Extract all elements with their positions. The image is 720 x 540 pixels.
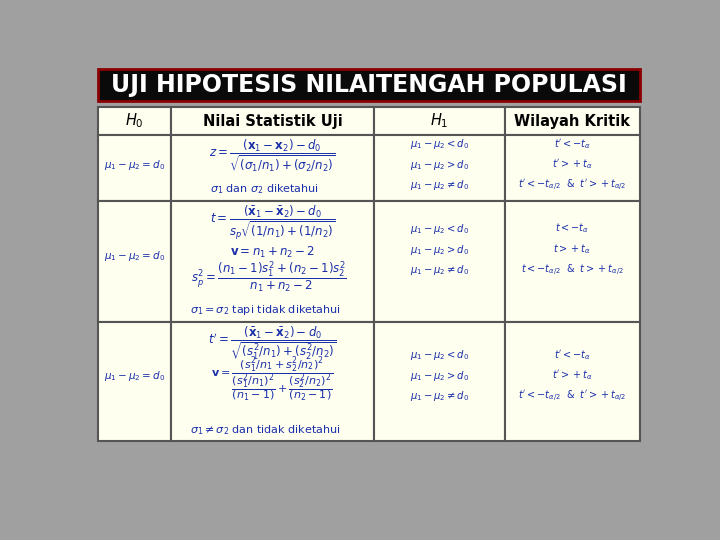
Text: $t < -t_{\alpha}$
$t > +t_{\alpha}$
$t < -t_{\alpha/2}$  &  $t > +t_{\alpha/2}$: $t < -t_{\alpha}$ $t > +t_{\alpha}$ $t <… — [521, 221, 624, 278]
Text: $H_1$: $H_1$ — [431, 112, 449, 130]
Bar — [98, 69, 640, 101]
Text: $s_p^2 = \dfrac{(n_1-1)s_1^2 + (n_2-1)s_2^2}{n_1 + n_2 - 2}$: $s_p^2 = \dfrac{(n_1-1)s_1^2 + (n_2-1)s_… — [191, 259, 347, 294]
Text: $\mu_1 - \mu_2 < d_0$
$\mu_1 - \mu_2 > d_0$
$\mu_1 - \mu_2 \neq d_0$: $\mu_1 - \mu_2 < d_0$ $\mu_1 - \mu_2 > d… — [410, 348, 469, 403]
Bar — [374, 322, 505, 441]
Text: $\sigma_1 \neq \sigma_2$ dan tidak diketahui: $\sigma_1 \neq \sigma_2$ dan tidak diket… — [190, 423, 340, 437]
Text: Wilayah Kritik: Wilayah Kritik — [514, 113, 631, 129]
Bar — [374, 201, 505, 322]
Text: $z = \dfrac{(\mathbf{x}_1 - \mathbf{x}_2) - d_0}{\sqrt{(\sigma_1/n_1) + (\sigma_: $z = \dfrac{(\mathbf{x}_1 - \mathbf{x}_2… — [210, 138, 336, 174]
Bar — [374, 135, 505, 201]
Text: $\mu_1 - \mu_2 = d_0$: $\mu_1 - \mu_2 = d_0$ — [104, 158, 165, 172]
Text: UJI HIPOTESIS NILAITENGAH POPULASI: UJI HIPOTESIS NILAITENGAH POPULASI — [111, 73, 627, 97]
Text: $\mu_1 - \mu_2 = d_0$: $\mu_1 - \mu_2 = d_0$ — [104, 248, 165, 262]
Bar — [505, 322, 640, 441]
Bar — [171, 322, 374, 441]
Bar — [98, 107, 171, 135]
Bar — [505, 107, 640, 135]
Bar — [98, 201, 171, 322]
Text: $\mu_1 - \mu_2 = d_0$: $\mu_1 - \mu_2 = d_0$ — [104, 369, 165, 383]
Bar — [505, 135, 640, 201]
Bar — [505, 201, 640, 322]
Text: $t' < -t_{\alpha}$
$t' > +t_{\alpha}$
$t' < -t_{\alpha/2}$  &  $t' > +t_{\alpha/: $t' < -t_{\alpha}$ $t' > +t_{\alpha}$ $t… — [518, 348, 626, 403]
Text: $\sigma_1$ dan $\sigma_2$ diketahui: $\sigma_1$ dan $\sigma_2$ diketahui — [210, 183, 320, 196]
Text: $\mathbf{v} = \dfrac{(s_1^2/n_1 + s_2^2/n_2)^2}{\dfrac{(s_1^2/n_1)^2}{(n_1-1)} +: $\mathbf{v} = \dfrac{(s_1^2/n_1 + s_2^2/… — [211, 355, 334, 404]
Text: $\sigma_1 = \sigma_2$ tapi tidak diketahui: $\sigma_1 = \sigma_2$ tapi tidak diketah… — [189, 303, 341, 317]
Text: $t' = \dfrac{(\bar{\mathbf{x}}_1 - \bar{\mathbf{x}}_2) - d_0}{\sqrt{(s_1^2/n_1) : $t' = \dfrac{(\bar{\mathbf{x}}_1 - \bar{… — [208, 324, 337, 361]
Bar — [374, 107, 505, 135]
Bar — [98, 322, 171, 441]
Bar — [171, 135, 374, 201]
Bar — [171, 107, 374, 135]
Text: Nilai Statistik Uji: Nilai Statistik Uji — [203, 113, 343, 129]
Bar — [171, 201, 374, 322]
Bar — [98, 135, 171, 201]
Text: $t = \dfrac{(\bar{\mathbf{x}}_1 - \bar{\mathbf{x}}_2) - d_0}{s_p\sqrt{(1/n_1) + : $t = \dfrac{(\bar{\mathbf{x}}_1 - \bar{\… — [210, 204, 336, 242]
Text: $\mu_1 - \mu_2 < d_0$
$\mu_1 - \mu_2 > d_0$
$\mu_1 - \mu_2 \neq d_0$: $\mu_1 - \mu_2 < d_0$ $\mu_1 - \mu_2 > d… — [410, 222, 469, 277]
Text: $H_0$: $H_0$ — [125, 112, 144, 130]
Text: $t' < -t_{\alpha}$
$t' > +t_{\alpha}$
$t' < -t_{\alpha/2}$  &  $t' > +t_{\alpha/: $t' < -t_{\alpha}$ $t' > +t_{\alpha}$ $t… — [518, 137, 626, 193]
Text: $\mu_1 - \mu_2 < d_0$
$\mu_1 - \mu_2 > d_0$
$\mu_1 - \mu_2 \neq d_0$: $\mu_1 - \mu_2 < d_0$ $\mu_1 - \mu_2 > d… — [410, 137, 469, 192]
Text: $\mathbf{v} = n_1 + n_2 - 2$: $\mathbf{v} = n_1 + n_2 - 2$ — [230, 245, 315, 260]
